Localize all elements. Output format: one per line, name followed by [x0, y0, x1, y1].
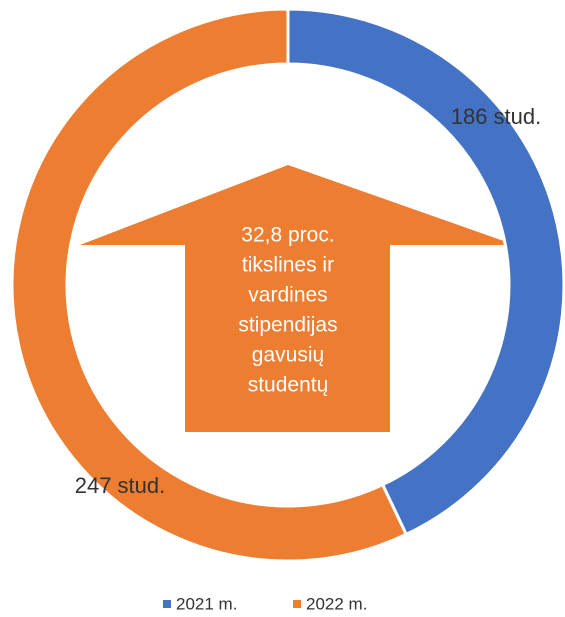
legend-label: 2022 m.: [306, 594, 367, 613]
annotation: 32,8 proc.: [241, 224, 334, 247]
legend-swatch: [293, 600, 301, 608]
value-label: 186 stud.: [451, 104, 542, 129]
donut-segment: [10, 7, 409, 563]
arrow: [80, 165, 515, 432]
annotation: studentų: [248, 374, 329, 397]
legend-label: 2021 m.: [176, 594, 237, 613]
annotation: gavusių: [252, 344, 324, 367]
donut-segment: [286, 7, 565, 537]
annotation: tikslines ir: [242, 254, 334, 277]
value-label: 247 stud.: [75, 473, 166, 498]
annotation: stipendijas: [238, 314, 337, 337]
annotation: vardines: [248, 284, 327, 307]
legend-swatch: [163, 600, 171, 608]
